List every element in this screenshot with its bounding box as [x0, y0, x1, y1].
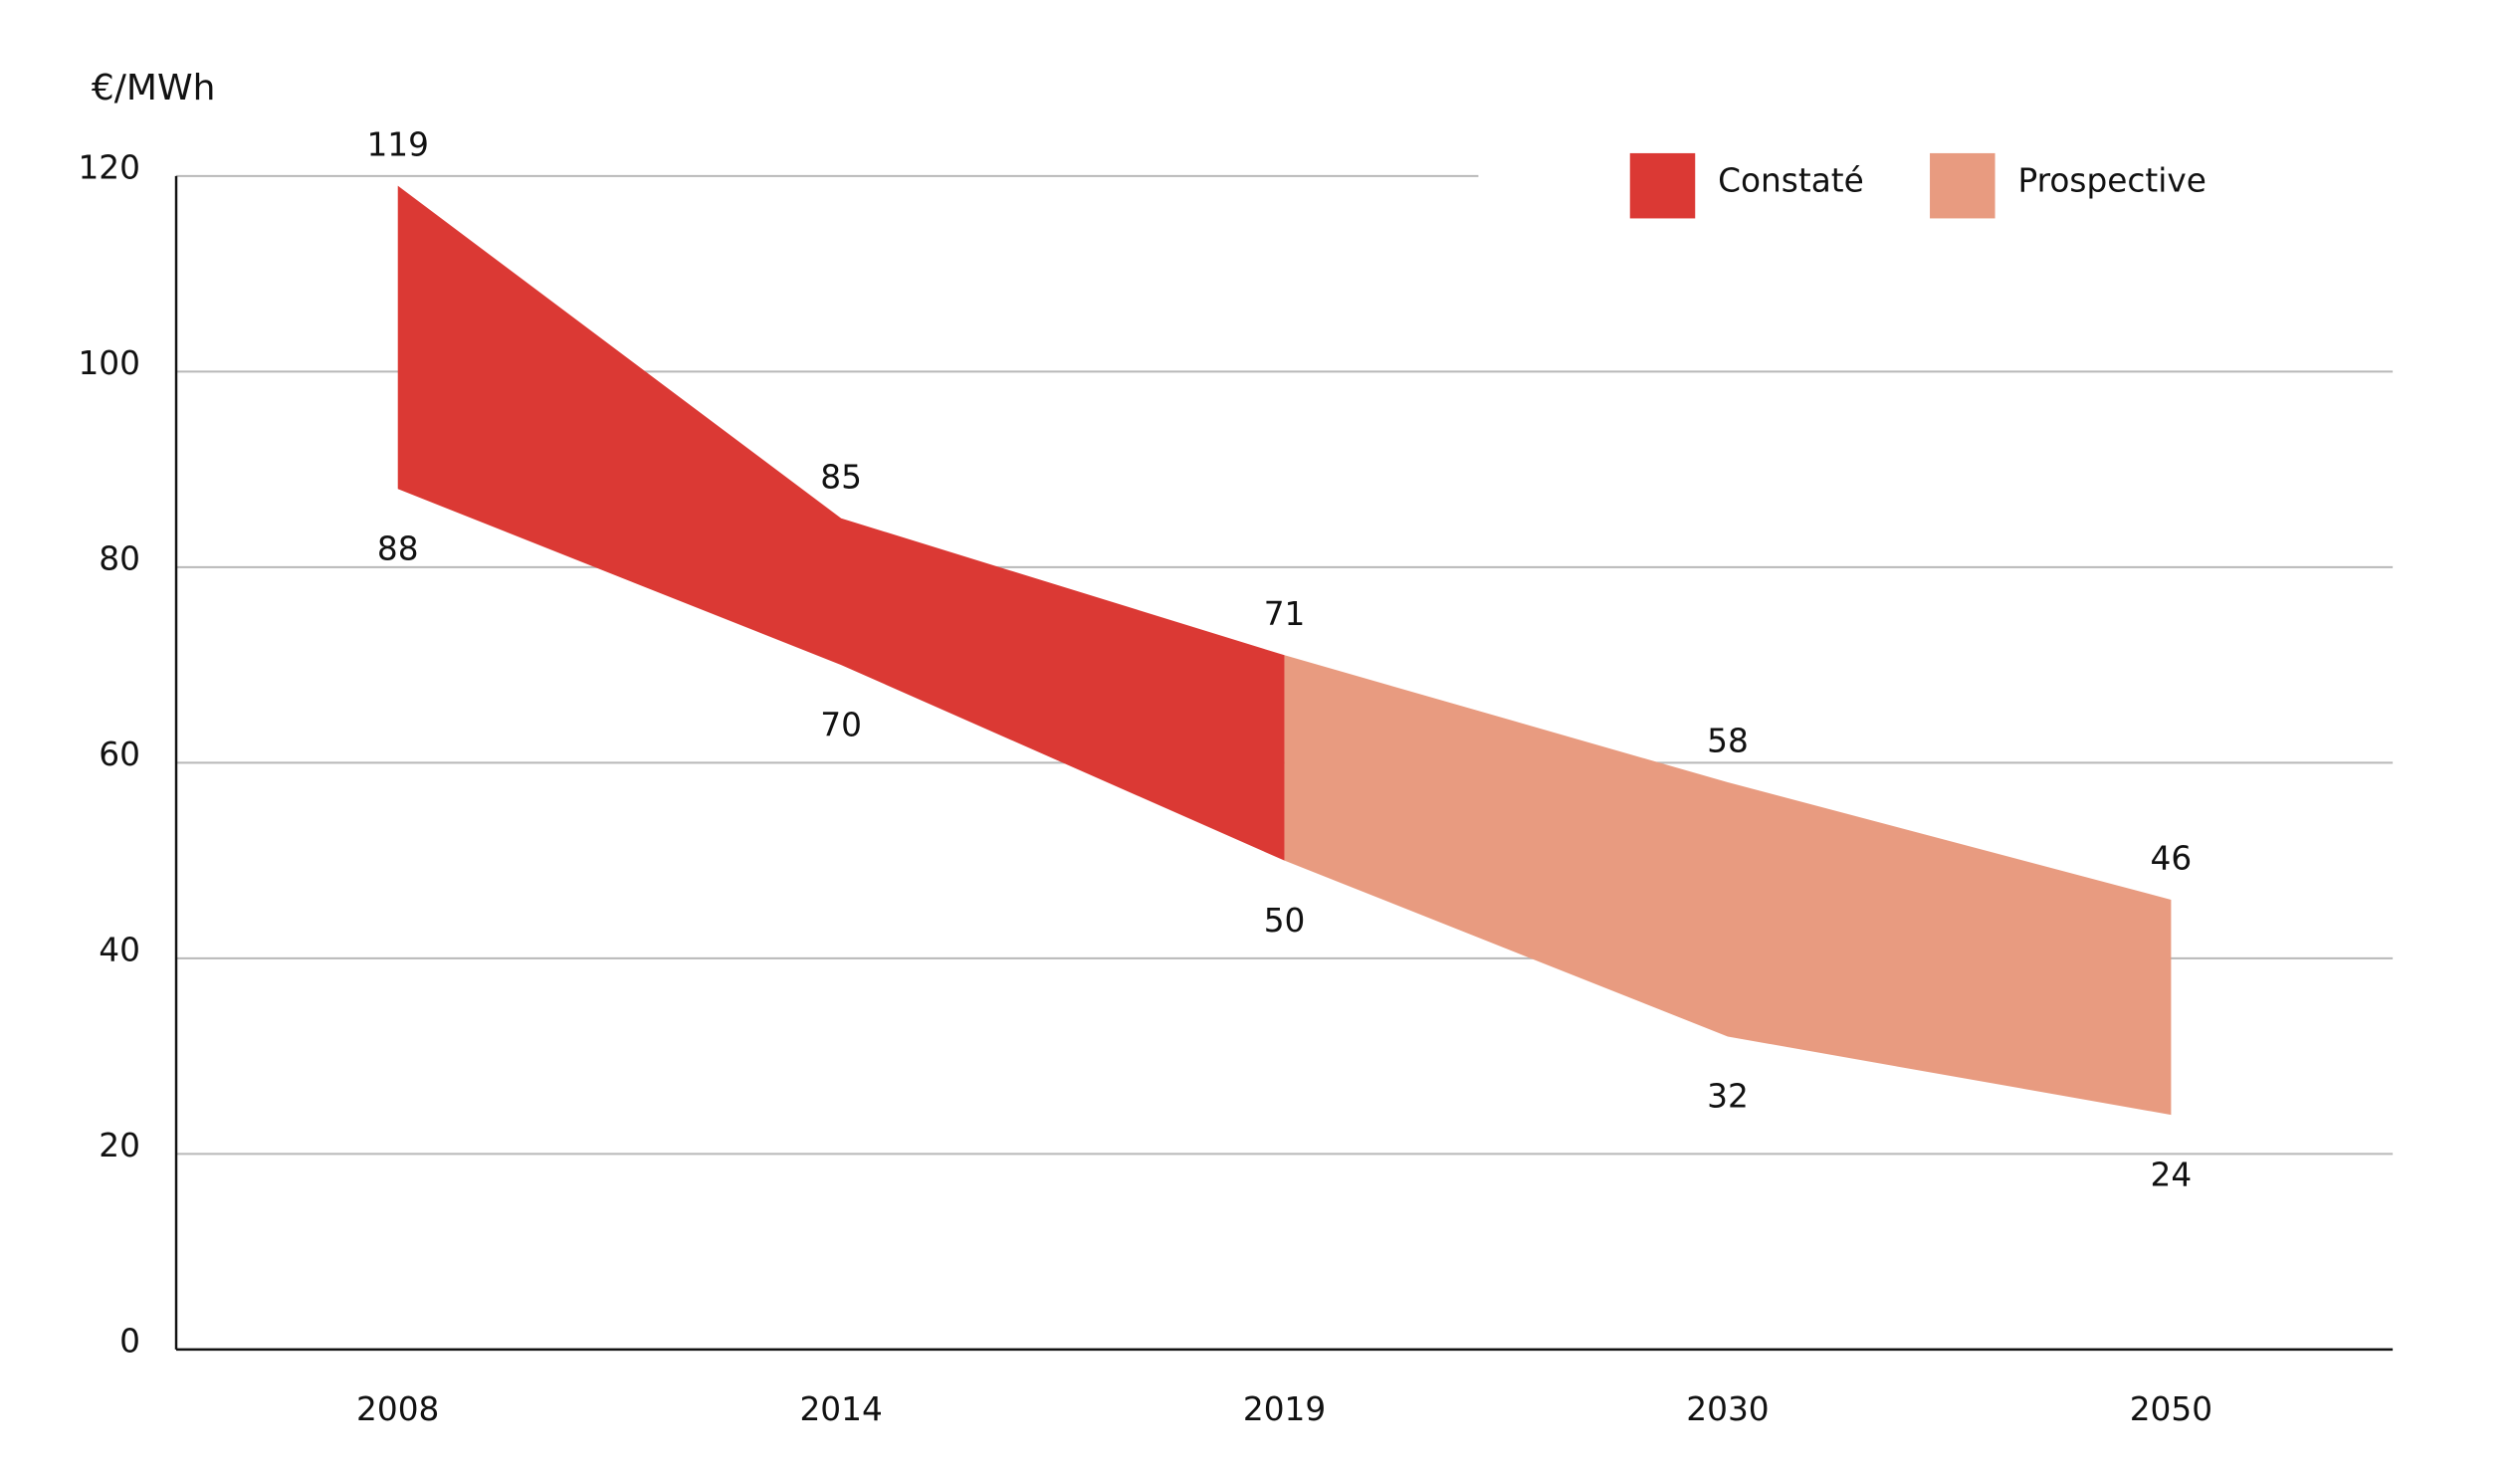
x-tick-label: 2030: [1686, 1390, 1769, 1428]
value-label: 32: [1707, 1078, 1749, 1116]
y-tick-label: 0: [119, 1322, 140, 1360]
legend-label: Constaté: [1718, 161, 1864, 199]
y-tick-label: 60: [99, 736, 140, 773]
value-label: 85: [820, 458, 862, 496]
y-tick-label: 80: [99, 539, 140, 577]
x-tick-label: 2014: [799, 1390, 882, 1428]
y-tick-label: 40: [99, 931, 140, 968]
y-tick-label: 20: [99, 1127, 140, 1164]
y-tick-label: 120: [78, 148, 140, 186]
y-tick-label: 100: [78, 344, 140, 382]
legend-swatch: [1930, 152, 1995, 219]
range-band: [1284, 655, 2172, 1116]
legend-swatch: [1629, 152, 1696, 219]
value-label: 50: [1264, 902, 1306, 940]
legend-label: Prospective: [2017, 161, 2205, 199]
y-axis-label: €/MWh: [92, 68, 216, 108]
value-label: 24: [2151, 1156, 2193, 1193]
value-label: 88: [377, 529, 419, 567]
range-band: [397, 185, 1285, 861]
x-tick-label: 2050: [2130, 1390, 2212, 1428]
value-label: 58: [1707, 723, 1749, 760]
value-label: 119: [366, 125, 429, 163]
value-label: 71: [1264, 595, 1306, 633]
x-tick-label: 2008: [356, 1390, 439, 1428]
x-tick-label: 2019: [1243, 1390, 1326, 1428]
value-label: 46: [2151, 840, 2193, 878]
value-label: 70: [820, 706, 862, 743]
